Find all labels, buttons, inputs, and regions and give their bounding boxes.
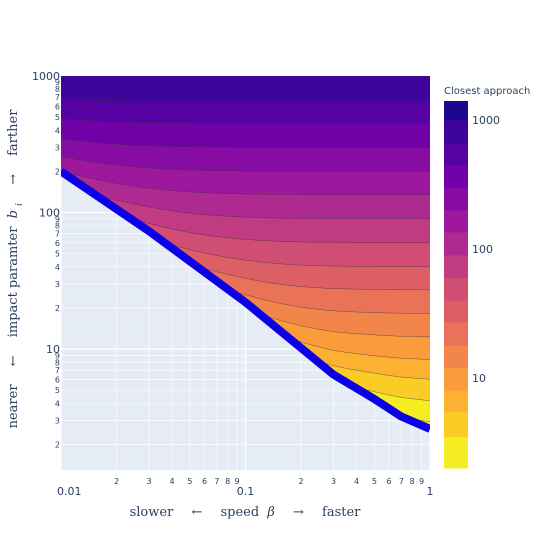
y-minor-tick-label: 8 [55,222,60,231]
x-major-tick-label: 1 [427,485,434,498]
y-minor-tick-label: 4 [55,126,60,135]
colorbar-segment [444,465,468,469]
x-minor-tick-label: 4 [354,477,359,486]
y-minor-tick-label: 3 [55,280,60,289]
colorbar-segment [444,344,468,369]
x-title-var: speed [220,505,259,520]
y-minor-tick-label: 9 [55,78,60,87]
x-minor-tick-label: 6 [202,477,207,486]
y-minor-tick-label: 7 [55,366,60,375]
x-minor-tick-label: 3 [331,477,336,486]
y-major-tick-label: 10 [46,343,60,356]
colorbar-segment [444,300,468,323]
y-minor-tick-label: 8 [55,85,60,94]
colorbar-segment [444,143,468,166]
x-minor-tick-label: 9 [235,477,240,486]
y-minor-tick-label: 5 [55,250,60,259]
colorbar-segment [444,390,468,412]
colorbar-title: Closest approach [444,86,530,97]
y-title-left-word: nearer [6,384,21,429]
x-minor-tick-label: 8 [410,477,415,486]
y-major-tick-label: 1000 [32,70,60,83]
contour-line [61,171,430,219]
y-minor-tick-label: 4 [55,399,60,408]
y-minor-tick-label: 5 [55,386,60,395]
x-minor-tick-label: 5 [372,477,377,486]
y-minor-tick-label: 7 [55,93,60,102]
x-axis-ticks: 0.01 0.1 12 3 4 5 6 7 8 9 2 3 4 5 6 7 8 9 [57,477,434,498]
colorbar-segment [444,232,468,256]
y-minor-tick-label: 2 [55,167,60,176]
contour-line [61,98,430,102]
contour-bands [61,76,430,429]
x-minor-tick-label: 3 [146,477,151,486]
colorbar-segment [444,436,468,466]
colorbar-segment [444,119,468,145]
contour-line [61,170,430,195]
x-title-left-word: slower [130,505,174,520]
colorbar-segment [444,322,468,346]
y-title-left-arrow: ← [6,355,21,366]
contour-line [61,155,430,172]
colorbar: 10 100 1000 [444,101,500,469]
colorbar-segment [444,367,468,391]
y-minor-tick-label: 4 [55,263,60,272]
x-title-right-arrow: → [293,505,304,520]
x-axis-title: slower ← speed β → faster [130,505,362,520]
y-minor-tick-label: 6 [55,375,60,384]
x-major-tick-label: 0.1 [237,485,255,498]
contour-band [61,76,430,102]
capture-boundary-line [61,168,430,433]
x-minor-tick-label: 2 [298,477,303,486]
colorbar-tick-label: 10 [472,372,486,385]
x-minor-tick-label: 2 [114,477,119,486]
y-minor-tick-label: 9 [55,215,60,224]
y-minor-tick-label: 6 [55,239,60,248]
plot-area [60,75,431,470]
colorbar-segment [444,187,468,211]
y-minor-tick-label: 6 [55,102,60,111]
colorbar-segment [444,210,468,233]
contour-line [61,118,430,124]
colorbar-tick-label: 1000 [472,114,500,127]
x-minor-tick-label: 5 [187,477,192,486]
x-minor-tick-label: 7 [214,477,219,486]
y-minor-tick-label: 5 [55,113,60,122]
y-minor-tick-label: 9 [55,351,60,360]
x-minor-tick-label: 6 [387,477,392,486]
x-minor-tick-label: 9 [419,477,424,486]
x-minor-tick-label: 4 [170,477,175,486]
y-minor-tick-label: 7 [55,230,60,239]
y-title-symbol: b [6,210,21,218]
x-minor-tick-label: 8 [225,477,230,486]
y-minor-tick-label: 3 [55,143,60,152]
y-minor-tick-label: 2 [55,440,60,449]
colorbar-tick-label: 100 [472,243,493,256]
x-major-tick-label: 0.01 [57,485,82,498]
colorbar-segment [444,164,468,188]
y-major-tick-label: 100 [39,207,60,220]
y-title-right-arrow: → [6,174,21,185]
y-title-right-word: farther [6,109,21,156]
colorbar-segment [444,411,468,438]
contour-line [61,138,430,148]
colorbar-segment [444,101,468,121]
y-minor-tick-label: 2 [55,304,60,313]
colorbar-segment [444,254,468,278]
x-minor-tick-label: 7 [399,477,404,486]
x-title-left-arrow: ← [191,505,202,520]
y-title-subscript: i [15,203,25,206]
y-minor-tick-label: 3 [55,416,60,425]
colorbar-segment [444,277,468,301]
y-axis-title: nearer ← impact paramter b i → farther [6,109,25,429]
x-title-symbol: β [266,505,275,520]
y-title-var: impact paramter [6,226,21,337]
y-minor-tick-label: 8 [55,358,60,367]
x-title-right-word: faster [322,505,361,520]
